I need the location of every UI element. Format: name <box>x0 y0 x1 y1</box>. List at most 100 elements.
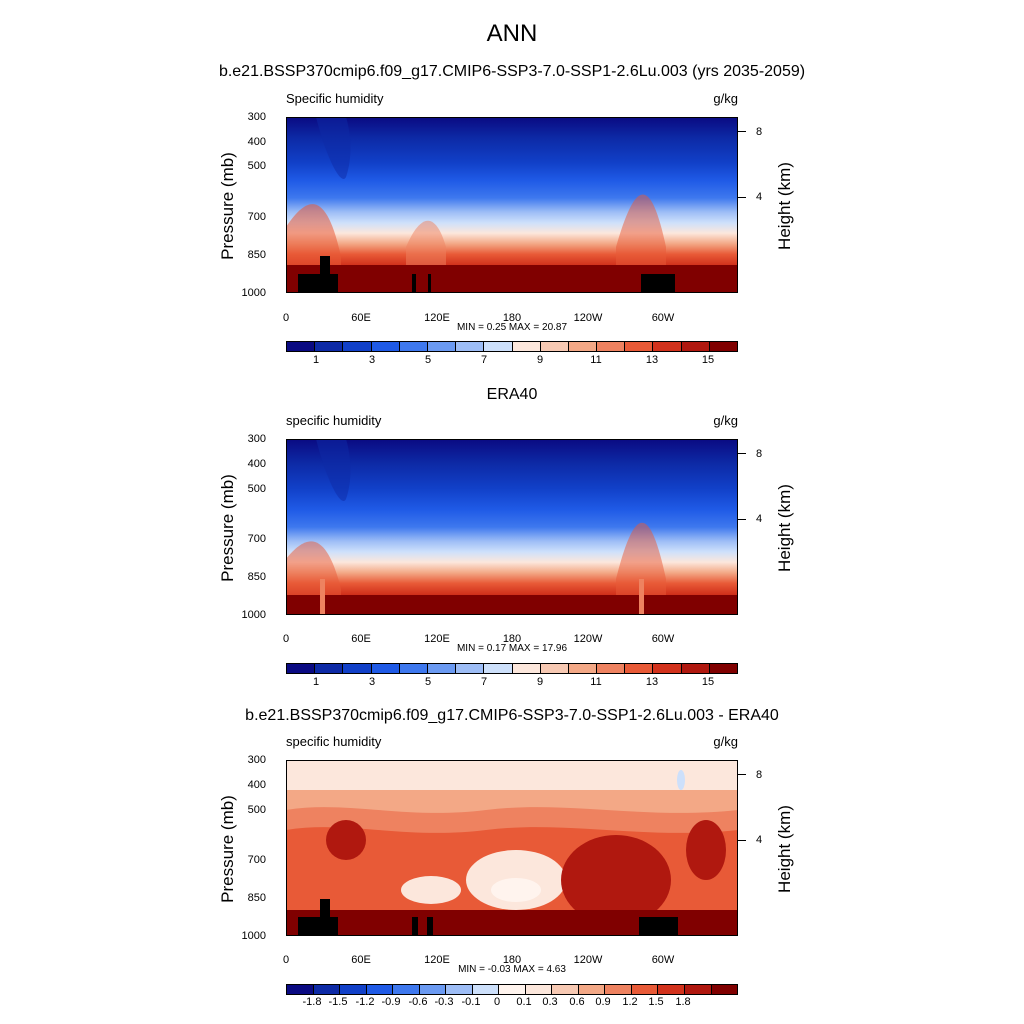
colorbar-swatch <box>512 342 541 351</box>
panel-3-ytick-850: 850 <box>247 892 266 904</box>
panel-1-units-label: g/kg <box>713 91 738 106</box>
panel-3-cbar-label-m0.6: -0.6 <box>408 996 428 1008</box>
panel-1-plot-area <box>286 117 738 293</box>
panel-2-contour-svg <box>286 439 738 615</box>
colorbar-swatch <box>340 985 367 994</box>
panel-1-topography-peak <box>320 256 330 274</box>
panel-1-cbar-label-9: 9 <box>536 354 544 366</box>
panel-1-xtick-60w: 60W <box>651 312 675 324</box>
panel-1-xtick-0: 0 <box>282 312 290 324</box>
panel-2-contour-field <box>286 439 738 615</box>
panel-1-height-tick-4: 4 <box>756 191 763 203</box>
panel-3-cbar-label-m0.3: -0.3 <box>434 996 454 1008</box>
panel-2-xtick-60e: 60E <box>351 633 371 645</box>
colorbar-swatch <box>399 342 428 351</box>
panel-3-cbar-label-0: 0 <box>493 996 501 1008</box>
panel-3-topography-ridge <box>427 917 433 936</box>
panel-3-topography-africa <box>298 917 338 936</box>
panel-1-topography-africa <box>298 274 338 293</box>
colorbar-swatch <box>605 985 632 994</box>
panel-2-height-tick-8: 8 <box>756 448 763 460</box>
panel-2-ytick-700: 700 <box>247 533 266 545</box>
colorbar-swatch <box>499 985 526 994</box>
panel-1-topography-andes <box>641 274 675 293</box>
colorbar-swatch <box>709 664 737 673</box>
panel-3-cbar-label-m0.1: -0.1 <box>461 996 481 1008</box>
panel-2-ytick-500: 500 <box>247 483 266 495</box>
panel-1-contour-dry-upper <box>316 117 351 179</box>
panel-2-height-tickmark-8 <box>738 453 746 454</box>
panel-2-contour-andes-gap <box>639 579 644 615</box>
panel-2-contour-surface <box>286 595 738 615</box>
panel-1-ytick-300: 300 <box>247 111 266 123</box>
panel-2-title: ERA40 <box>486 386 538 403</box>
colorbar-swatch <box>540 664 569 673</box>
colorbar-swatch <box>343 664 372 673</box>
panel-1-cbar-label-13: 13 <box>645 354 659 366</box>
colorbar-swatch <box>399 664 428 673</box>
panel-1-topography-ridge <box>428 274 431 293</box>
panel-1-cbar-label-7: 7 <box>480 354 488 366</box>
panel-3-xtick-120e: 120E <box>424 954 450 966</box>
panel-2-cbar-label-15: 15 <box>701 676 715 688</box>
panel-2-units-label: g/kg <box>713 413 738 428</box>
colorbar-swatch <box>684 985 712 994</box>
panel-3-topography-andes <box>639 917 678 936</box>
colorbar-swatch <box>484 342 513 351</box>
colorbar-swatch <box>393 985 420 994</box>
panel-1-height-tick-8: 8 <box>756 126 763 138</box>
panel-2-contour-dry-upper <box>316 439 351 501</box>
colorbar-swatch <box>287 985 314 994</box>
colorbar-swatch <box>709 342 737 351</box>
colorbar-swatch <box>371 664 400 673</box>
panel-1-variable-label: Specific humidity <box>286 91 384 106</box>
panel-2-height-tick-4: 4 <box>756 513 763 525</box>
panel-1-ytick-400: 400 <box>247 136 266 148</box>
panel-1-height-tickmark-4 <box>738 197 746 198</box>
colorbar-swatch <box>456 664 485 673</box>
panel-2-cbar-label-3: 3 <box>368 676 376 688</box>
panel-2-xtick-180: 180 <box>502 633 522 645</box>
panel-3-xtick-180: 180 <box>502 954 522 966</box>
colorbar-swatch <box>681 342 710 351</box>
panel-3-cbar-label-1.2: 1.2 <box>622 996 638 1008</box>
panel-3-contour-negative-spot <box>677 770 685 790</box>
panel-3-cbar-label-1.8: 1.8 <box>675 996 691 1008</box>
panel-3-plot-area <box>286 760 738 936</box>
panel-3-height-tick-4: 4 <box>756 834 763 846</box>
panel-3-y2-axis-title: Height (km) <box>775 805 794 893</box>
panel-2-cbar-label-7: 7 <box>480 676 488 688</box>
colorbar-swatch <box>552 985 579 994</box>
panel-1-y-axis-title: Pressure (mb) <box>218 152 237 260</box>
colorbar-swatch <box>625 664 654 673</box>
panel-3-contour-america-high <box>561 835 671 925</box>
panel-3-xtick-120w: 120W <box>573 954 603 966</box>
panel-3-cbar-label-0.9: 0.9 <box>595 996 611 1008</box>
colorbar-swatch <box>366 985 394 994</box>
panel-3-ytick-300: 300 <box>247 754 266 766</box>
panel-3-xtick-0: 0 <box>282 954 290 966</box>
colorbar-swatch <box>315 342 344 351</box>
colorbar-swatch <box>631 985 659 994</box>
colorbar-swatch <box>446 985 473 994</box>
panel-1-ytick-850: 850 <box>247 249 266 261</box>
colorbar-swatch <box>525 985 553 994</box>
panel-1-xtick-120w: 120W <box>573 312 603 324</box>
panel-3-minmax: MIN = -0.03 MAX = 4.63 <box>458 964 566 975</box>
colorbar-swatch <box>711 985 738 994</box>
panel-3-height-tick-8: 8 <box>756 769 763 781</box>
panel-3-height-tickmark-8 <box>738 774 746 775</box>
panel-3-contour-svg <box>286 760 738 936</box>
colorbar-swatch <box>597 664 626 673</box>
colorbar-swatch <box>287 664 316 673</box>
panel-3-contour-upper <box>286 760 738 790</box>
panel-1-xtick-60e: 60E <box>351 312 371 324</box>
panel-2-cbar-label-11: 11 <box>590 676 602 688</box>
panel-1-cbar-label-3: 3 <box>368 354 376 366</box>
panel-1-cbar-label-5: 5 <box>424 354 432 366</box>
panel-3-ytick-400: 400 <box>247 779 266 791</box>
panel-2-ytick-300: 300 <box>247 433 266 445</box>
panel-3-cbar-label-m1.5: -1.5 <box>328 996 348 1008</box>
panel-2-variable-label: specific humidity <box>286 413 382 428</box>
colorbar-swatch <box>653 664 682 673</box>
